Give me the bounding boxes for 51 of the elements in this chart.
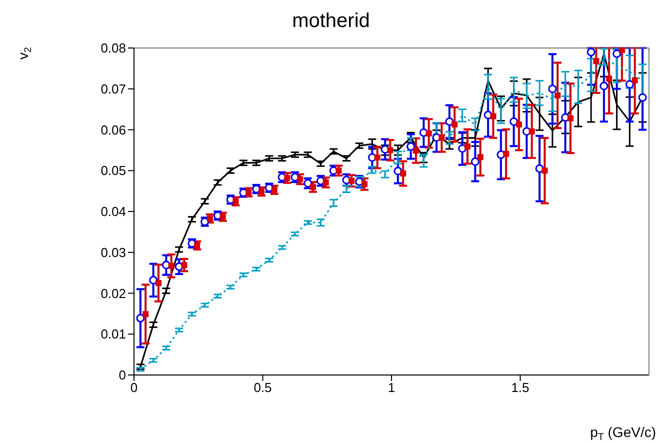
point: [470, 157, 480, 166]
y-tick-label: 0.05: [100, 163, 126, 178]
point: [155, 280, 162, 286]
y-tick-label: 0.06: [100, 122, 126, 138]
point: [149, 276, 158, 284]
point: [510, 117, 518, 126]
point: [445, 117, 454, 126]
point: [490, 113, 496, 120]
y-tick-label: 0.07: [100, 81, 126, 96]
point: [438, 134, 445, 141]
x-tick-label: 1.5: [511, 380, 530, 396]
point: [464, 144, 470, 150]
point: [355, 177, 364, 186]
point: [567, 115, 574, 122]
point: [400, 170, 406, 176]
point: [412, 148, 419, 154]
point: [452, 121, 458, 128]
y-tick-label: 0.02: [100, 286, 126, 301]
point: [593, 58, 600, 64]
point: [426, 130, 432, 136]
x-tick-label: 1: [388, 380, 396, 396]
y-tick-label: 0.08: [100, 40, 126, 56]
point: [606, 76, 612, 82]
point: [625, 80, 634, 89]
y-tick-label: 0.04: [100, 204, 126, 220]
y-tick-label: 0: [118, 368, 126, 383]
point: [548, 84, 557, 94]
point: [600, 82, 608, 90]
point: [554, 92, 561, 98]
point: [503, 150, 510, 157]
point: [136, 314, 145, 322]
point: [374, 154, 380, 161]
chart-title: motherid: [292, 10, 370, 32]
point: [542, 168, 548, 174]
point: [168, 262, 174, 269]
x-axis-title: p$_{T}$ (GeV/c): [590, 424, 656, 443]
point: [516, 121, 522, 128]
point: [406, 142, 416, 151]
point: [361, 181, 368, 188]
x-tick-label: 0: [130, 380, 138, 396]
point: [348, 178, 355, 184]
point: [477, 154, 484, 160]
point: [142, 311, 149, 318]
point: [632, 77, 638, 84]
point: [528, 128, 535, 134]
point: [638, 93, 647, 102]
y-tick-label: 0.03: [100, 244, 126, 260]
point: [387, 147, 394, 154]
point: [181, 262, 188, 268]
y-tick-label: 0.01: [100, 326, 126, 342]
x-tick-label: 0.5: [254, 380, 272, 396]
